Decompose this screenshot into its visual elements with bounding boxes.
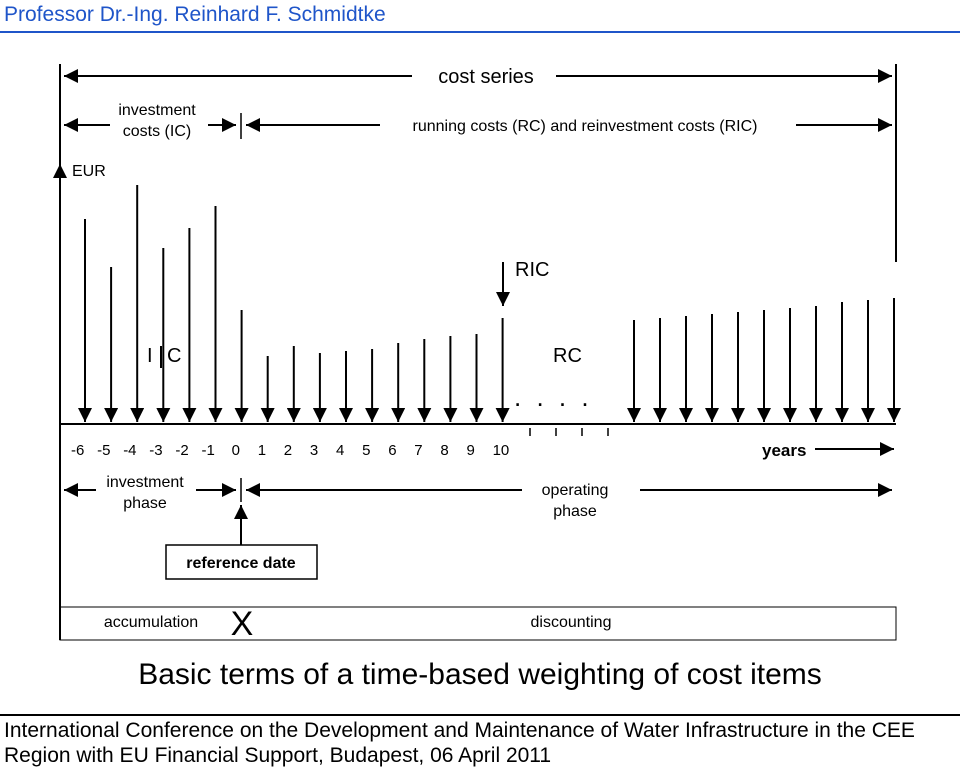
- presenter-name: Professor Dr.-Ing. Reinhard F. Schmidtke: [4, 3, 386, 27]
- investment-phase-label-line1: investment: [106, 474, 184, 491]
- year-tick-label: -1: [202, 442, 215, 459]
- accumulation-label: accumulation: [104, 614, 198, 631]
- year-tick-label: 1: [258, 442, 266, 459]
- ic-label-c: C: [167, 345, 181, 367]
- year-tick-label: -4: [123, 442, 136, 459]
- year-tick-label: 8: [440, 442, 448, 459]
- cost-series-label: cost series: [438, 66, 534, 88]
- ic-label-i: I: [147, 345, 153, 367]
- slide-title: Basic terms of a time-based weighting of…: [0, 658, 960, 692]
- eur-axis-label: EUR: [72, 163, 106, 180]
- year-ticks: -6 -5 -4 -3 -2 -1 0 1 2 3 4 5 6 7 8 9 10: [71, 442, 509, 459]
- header-bar: Professor Dr.-Ing. Reinhard F. Schmidtke: [0, 0, 960, 32]
- year-tick-label: 2: [284, 442, 292, 459]
- footer-line-1: International Conference on the Developm…: [4, 719, 915, 743]
- discounting-label: discounting: [531, 614, 612, 631]
- investment-phase-label-line2: phase: [123, 495, 167, 512]
- operating-phase-label-line2: phase: [553, 503, 597, 520]
- year-tick-label: 10: [493, 442, 510, 459]
- year-tick-label: 7: [414, 442, 422, 459]
- cost-arrows: [85, 185, 894, 422]
- year-tick-label: -6: [71, 442, 84, 459]
- footer-line-2: Region with EU Financial Support, Budape…: [4, 744, 551, 768]
- year-tick-label: 6: [388, 442, 396, 459]
- year-tick-label: 5: [362, 442, 370, 459]
- year-tick-label: -5: [97, 442, 110, 459]
- cost-series-diagram: cost series investment costs (IC) runnin…: [0, 33, 960, 653]
- year-tick-label: 4: [336, 442, 344, 459]
- reference-marker: X: [231, 605, 254, 643]
- investment-costs-label-line1: investment: [118, 102, 196, 119]
- year-tick-label: 3: [310, 442, 318, 459]
- reference-date-label: reference date: [186, 555, 295, 572]
- years-label: years: [762, 441, 806, 460]
- running-costs-label: running costs (RC) and reinvestment cost…: [413, 118, 758, 135]
- footer-divider: [0, 714, 960, 716]
- rc-ellipsis: . . . .: [514, 382, 593, 412]
- operating-phase-label-line1: operating: [542, 482, 609, 499]
- ric-label: RIC: [515, 259, 549, 281]
- year-tick-label: 0: [232, 442, 240, 459]
- rc-label: RC: [553, 345, 582, 367]
- year-tick-label: -3: [149, 442, 162, 459]
- year-tick-label: 9: [467, 442, 475, 459]
- investment-costs-label-line2: costs (IC): [123, 123, 191, 140]
- year-tick-label: -2: [175, 442, 188, 459]
- timeline-minor-ticks: [530, 428, 608, 436]
